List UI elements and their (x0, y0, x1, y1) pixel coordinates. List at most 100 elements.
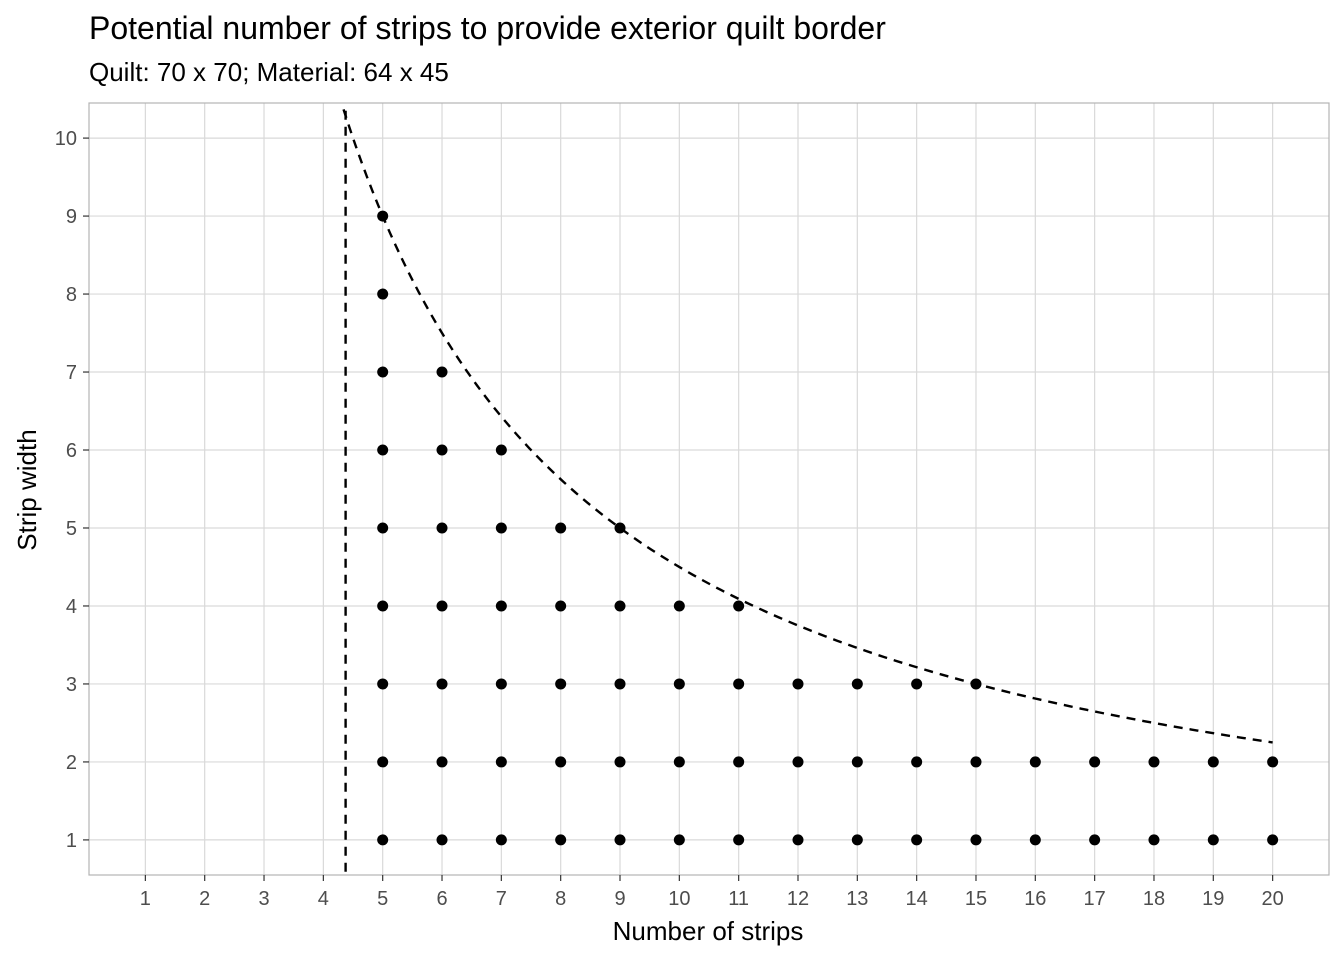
data-point (1148, 756, 1160, 768)
data-point (1029, 756, 1041, 768)
x-axis-title: Number of strips (613, 916, 804, 946)
y-tick-label: 3 (66, 674, 77, 696)
x-tick-label: 18 (1143, 888, 1165, 910)
data-point (792, 756, 804, 768)
data-point (377, 834, 389, 846)
y-tick-label: 4 (66, 596, 77, 618)
data-point (555, 600, 567, 612)
data-point (614, 678, 626, 690)
data-point (733, 678, 745, 690)
x-tick-label: 3 (258, 888, 269, 910)
x-tick-label: 16 (1024, 888, 1046, 910)
data-point (555, 756, 567, 768)
y-tick-label: 9 (66, 206, 77, 228)
data-point (614, 522, 626, 534)
data-point (1029, 834, 1041, 846)
chart-title: Potential number of strips to provide ex… (89, 10, 886, 46)
y-tick-label: 2 (66, 752, 77, 774)
chart-subtitle: Quilt: 70 x 70; Material: 64 x 45 (89, 57, 449, 87)
x-tick-label: 13 (846, 888, 868, 910)
x-tick-label: 10 (668, 888, 690, 910)
data-point (614, 756, 626, 768)
data-point (970, 678, 982, 690)
data-point (1207, 756, 1219, 768)
data-point (792, 834, 804, 846)
data-point (555, 522, 567, 534)
y-axis-ticks: 1 2 3 4 5 6 7 8 9 10 (55, 128, 89, 852)
x-tick-label: 8 (555, 888, 566, 910)
y-tick-label: 6 (66, 440, 77, 462)
data-point (673, 678, 685, 690)
data-point (377, 678, 389, 690)
data-point (436, 366, 448, 378)
panel-border (88, 102, 1330, 876)
x-axis-ticks: 1 2 3 4 5 6 7 8 9 10 11 12 13 14 15 16 17 18 19 20 (140, 875, 1284, 910)
data-point (1207, 834, 1219, 846)
y-tick-label: 7 (66, 362, 77, 384)
reference-lines (342, 108, 1273, 875)
x-tick-label: 15 (965, 888, 987, 910)
data-point (555, 678, 567, 690)
data-point (436, 678, 448, 690)
x-tick-label: 6 (436, 888, 447, 910)
data-point (377, 522, 389, 534)
data-point (377, 210, 389, 222)
x-tick-label: 12 (787, 888, 809, 910)
data-point (970, 756, 982, 768)
x-tick-label: 17 (1084, 888, 1106, 910)
y-tick-label: 1 (66, 830, 77, 852)
data-point (377, 444, 389, 456)
data-point (911, 678, 923, 690)
data-point (1148, 834, 1160, 846)
data-point (377, 366, 389, 378)
data-point (436, 522, 448, 534)
x-tick-label: 14 (906, 888, 928, 910)
data-point (733, 756, 745, 768)
data-point (495, 678, 507, 690)
x-tick-label: 2 (199, 888, 210, 910)
x-tick-label: 20 (1262, 888, 1284, 910)
data-point (495, 600, 507, 612)
data-point (1089, 834, 1101, 846)
data-point (495, 834, 507, 846)
data-point (673, 756, 685, 768)
data-point (495, 756, 507, 768)
y-axis-title: Strip width (12, 429, 42, 550)
data-point (614, 834, 626, 846)
data-point (673, 834, 685, 846)
x-tick-label: 5 (377, 888, 388, 910)
data-point (377, 756, 389, 768)
data-point (851, 834, 863, 846)
data-point (495, 444, 507, 456)
y-tick-label: 8 (66, 284, 77, 306)
x-tick-label: 1 (140, 888, 151, 910)
x-tick-label: 11 (728, 888, 749, 910)
data-point (733, 834, 745, 846)
data-point (1267, 756, 1279, 768)
data-point (1089, 756, 1101, 768)
data-point (436, 834, 448, 846)
data-point (436, 600, 448, 612)
data-point (851, 678, 863, 690)
data-point (436, 756, 448, 768)
data-point (495, 522, 507, 534)
data-point (970, 834, 982, 846)
data-point (851, 756, 863, 768)
data-points (377, 210, 1279, 846)
y-tick-label: 5 (66, 518, 77, 540)
data-point (673, 600, 685, 612)
data-point (911, 834, 923, 846)
x-tick-label: 7 (496, 888, 507, 910)
data-point (377, 288, 389, 300)
x-tick-label: 19 (1202, 888, 1224, 910)
data-point (733, 600, 745, 612)
y-tick-label: 10 (55, 128, 77, 150)
capacity-curve (342, 108, 1273, 744)
data-point (555, 834, 567, 846)
grid-lines (89, 103, 1329, 875)
data-point (911, 756, 923, 768)
x-tick-label: 9 (614, 888, 625, 910)
x-tick-label: 4 (318, 888, 329, 910)
data-point (377, 600, 389, 612)
